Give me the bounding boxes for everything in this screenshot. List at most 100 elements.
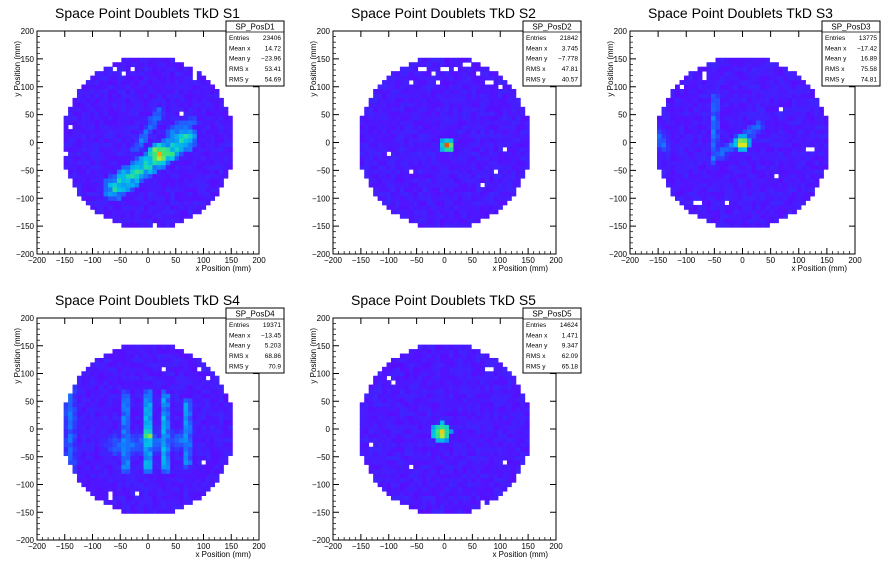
heatmap-cell [373,97,378,103]
heatmap-cell [774,75,779,81]
heatmap-cell [187,357,193,363]
heatmap-cell [81,468,87,474]
heatmap-cell [148,451,153,457]
heatmap-cell [801,124,806,130]
heatmap-cell [760,71,766,76]
heatmap-cell [697,204,703,210]
heatmap-cell [130,357,136,363]
heatmap-cell [810,88,815,94]
heatmap-cell [399,187,405,192]
heatmap-cell [121,362,127,368]
heatmap-cell [484,111,490,117]
heatmap-cell [130,196,136,201]
heatmap-cell [108,357,113,363]
heatmap-cell [413,196,419,201]
heatmap-cell [693,169,698,175]
heatmap-cell [214,187,220,192]
heatmap-cell [108,129,113,134]
heatmap-cell [72,146,78,152]
heatmap-cell [94,88,100,94]
heatmap-cell [457,169,463,175]
heatmap-cell [493,71,499,76]
heatmap-cell [422,133,428,139]
heatmap-cell [480,213,486,219]
heatmap-cell [210,102,215,108]
heatmap-cell [143,468,149,474]
heatmap-cell [747,111,752,117]
heatmap-cell [148,460,153,465]
heatmap-cell [219,151,224,157]
heatmap-cell [706,155,712,161]
heatmap-cell [179,106,184,112]
heatmap-cell [760,75,766,81]
heatmap-cell [170,424,176,430]
heatmap-cell [205,97,211,103]
heatmap-cell [196,446,202,452]
heatmap-cell [747,124,752,130]
heatmap-cell [760,93,766,99]
heatmap-cell [422,93,428,99]
heatmap-cell [471,62,477,68]
heatmap-cell [466,129,472,134]
heatmap-cell [395,133,401,139]
heatmap-cell [484,164,490,170]
heatmap-cell [201,173,207,179]
heatmap-cell [152,133,158,139]
heatmap-cell [201,451,207,457]
heatmap-cell [85,102,91,108]
heatmap-cell [462,97,468,103]
heatmap-cell [684,164,689,170]
heatmap-cell [143,169,149,175]
heatmap-cell [810,155,815,161]
heatmap-cell [174,204,180,210]
heatmap-cell [706,146,712,152]
heatmap-cell [112,442,118,448]
heatmap-cell [484,138,490,143]
heatmap-cell [183,384,189,390]
heatmap-cell [192,491,198,496]
heatmap-cell [139,415,144,421]
heatmap-cell [697,182,703,188]
heatmap-cell [453,102,459,108]
heatmap-cell [457,124,463,130]
heatmap-cell [148,508,153,514]
heatmap-cell [805,124,811,130]
heatmap-cell [408,84,414,90]
heatmap-cell [506,93,512,99]
heatmap-cell [417,173,423,179]
heatmap-cell [417,115,423,121]
heatmap-cell [130,504,136,510]
heatmap-cell [675,191,680,197]
heatmap-cell [417,124,423,130]
heatmap-cell [99,420,104,425]
heatmap-cell [453,164,459,170]
heatmap-cell [688,178,694,184]
heatmap-cell [413,138,419,143]
heatmap-cell [143,178,149,184]
heatmap-cell [747,155,752,161]
heatmap-cell [506,169,512,175]
heatmap-cell [453,151,459,157]
heatmap-cell [688,75,694,81]
heatmap-cell [192,138,198,143]
heatmap-cell [152,115,158,121]
heatmap-cell [134,371,140,377]
heatmap-cell [161,196,167,201]
y-tick-label: −200 [312,250,331,259]
heatmap-cell [702,178,707,184]
heatmap-cell [103,406,109,412]
heatmap-cell [805,84,811,90]
heatmap-cell [205,437,211,443]
heatmap-cell [85,468,91,474]
heatmap-cell [210,178,215,184]
heatmap-cell [466,93,472,99]
heatmap-cell [422,191,428,197]
heatmap-cell [738,222,743,228]
heatmap-cell [134,75,140,81]
heatmap-cell [778,80,784,85]
heatmap-cell [76,178,82,184]
heatmap-cell [179,124,184,130]
heatmap-cell [179,349,184,354]
heatmap-cell [493,164,499,170]
heatmap-cell [121,353,127,359]
